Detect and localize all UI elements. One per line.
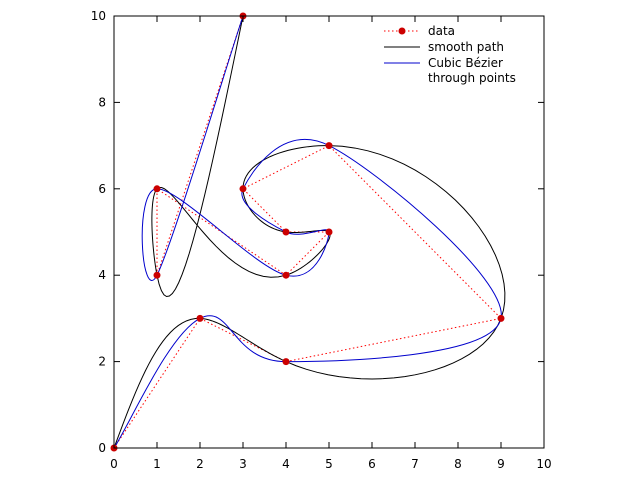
- y-tick-label: 2: [98, 355, 106, 369]
- legend-data-marker: [398, 27, 406, 35]
- x-tick-label: 8: [454, 457, 462, 471]
- x-tick-label: 10: [536, 457, 551, 471]
- data-point: [325, 228, 333, 236]
- x-tick-label: 6: [368, 457, 376, 471]
- y-tick-label: 10: [91, 9, 106, 23]
- legend-bezier-label: Cubic Bézier: [428, 56, 503, 70]
- y-tick-labels: 0 2 4 6 8 10: [91, 9, 106, 455]
- legend: data smooth path Cubic Bézier through po…: [384, 24, 516, 85]
- axis-ticks: [113, 15, 545, 449]
- x-tick-label: 9: [497, 457, 505, 471]
- data-point: [153, 185, 161, 193]
- data-point: [497, 314, 505, 322]
- x-tick-labels: 0 1 2 3 4 5 6 7 8 9 10: [110, 457, 551, 471]
- x-tick-label: 0: [110, 457, 118, 471]
- data-point: [196, 314, 204, 322]
- data-point: [325, 142, 333, 150]
- y-tick-label: 4: [98, 268, 106, 282]
- data-point: [282, 358, 290, 366]
- x-tick-label: 2: [196, 457, 204, 471]
- x-tick-label: 1: [153, 457, 161, 471]
- data-point: [282, 271, 290, 279]
- x-tick-label: 3: [239, 457, 247, 471]
- y-tick-label: 0: [98, 441, 106, 455]
- y-tick-label: 6: [98, 182, 106, 196]
- data-point: [153, 271, 161, 279]
- legend-data-label: data: [428, 24, 455, 38]
- legend-bezier-label-line2: through points: [428, 71, 516, 85]
- data-points: [110, 12, 505, 452]
- smooth-path-line: [113, 15, 506, 449]
- x-tick-label: 7: [411, 457, 419, 471]
- y-tick-label: 8: [98, 95, 106, 109]
- legend-smooth-label: smooth path: [428, 40, 504, 54]
- data-point: [239, 185, 247, 193]
- data-point: [282, 228, 290, 236]
- x-tick-label: 5: [325, 457, 333, 471]
- x-tick-label: 4: [282, 457, 290, 471]
